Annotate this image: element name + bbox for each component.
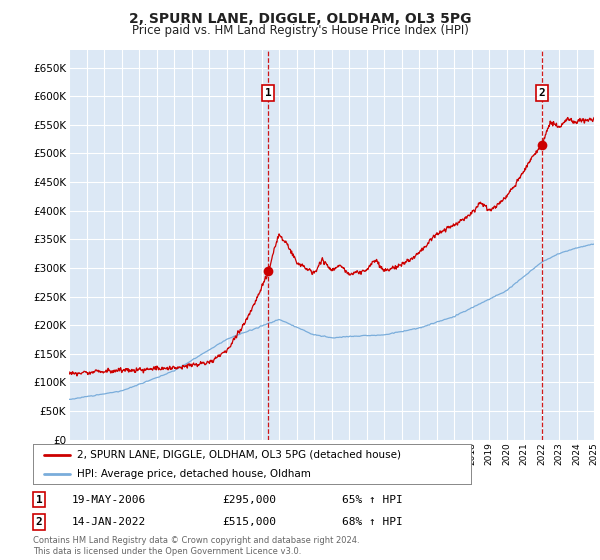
Text: £515,000: £515,000 xyxy=(222,517,276,527)
Text: 2, SPURN LANE, DIGGLE, OLDHAM, OL3 5PG: 2, SPURN LANE, DIGGLE, OLDHAM, OL3 5PG xyxy=(129,12,471,26)
Text: HPI: Average price, detached house, Oldham: HPI: Average price, detached house, Oldh… xyxy=(77,469,311,478)
Text: 2, SPURN LANE, DIGGLE, OLDHAM, OL3 5PG (detached house): 2, SPURN LANE, DIGGLE, OLDHAM, OL3 5PG (… xyxy=(77,450,401,460)
Text: 65% ↑ HPI: 65% ↑ HPI xyxy=(342,494,403,505)
Text: 2: 2 xyxy=(539,88,545,98)
Text: 19-MAY-2006: 19-MAY-2006 xyxy=(72,494,146,505)
Text: £295,000: £295,000 xyxy=(222,494,276,505)
Text: 1: 1 xyxy=(35,494,43,505)
Text: 14-JAN-2022: 14-JAN-2022 xyxy=(72,517,146,527)
Text: 68% ↑ HPI: 68% ↑ HPI xyxy=(342,517,403,527)
Text: 2: 2 xyxy=(35,517,43,527)
Text: Price paid vs. HM Land Registry's House Price Index (HPI): Price paid vs. HM Land Registry's House … xyxy=(131,24,469,36)
Text: Contains HM Land Registry data © Crown copyright and database right 2024.
This d: Contains HM Land Registry data © Crown c… xyxy=(33,536,359,556)
Text: 1: 1 xyxy=(265,88,272,98)
